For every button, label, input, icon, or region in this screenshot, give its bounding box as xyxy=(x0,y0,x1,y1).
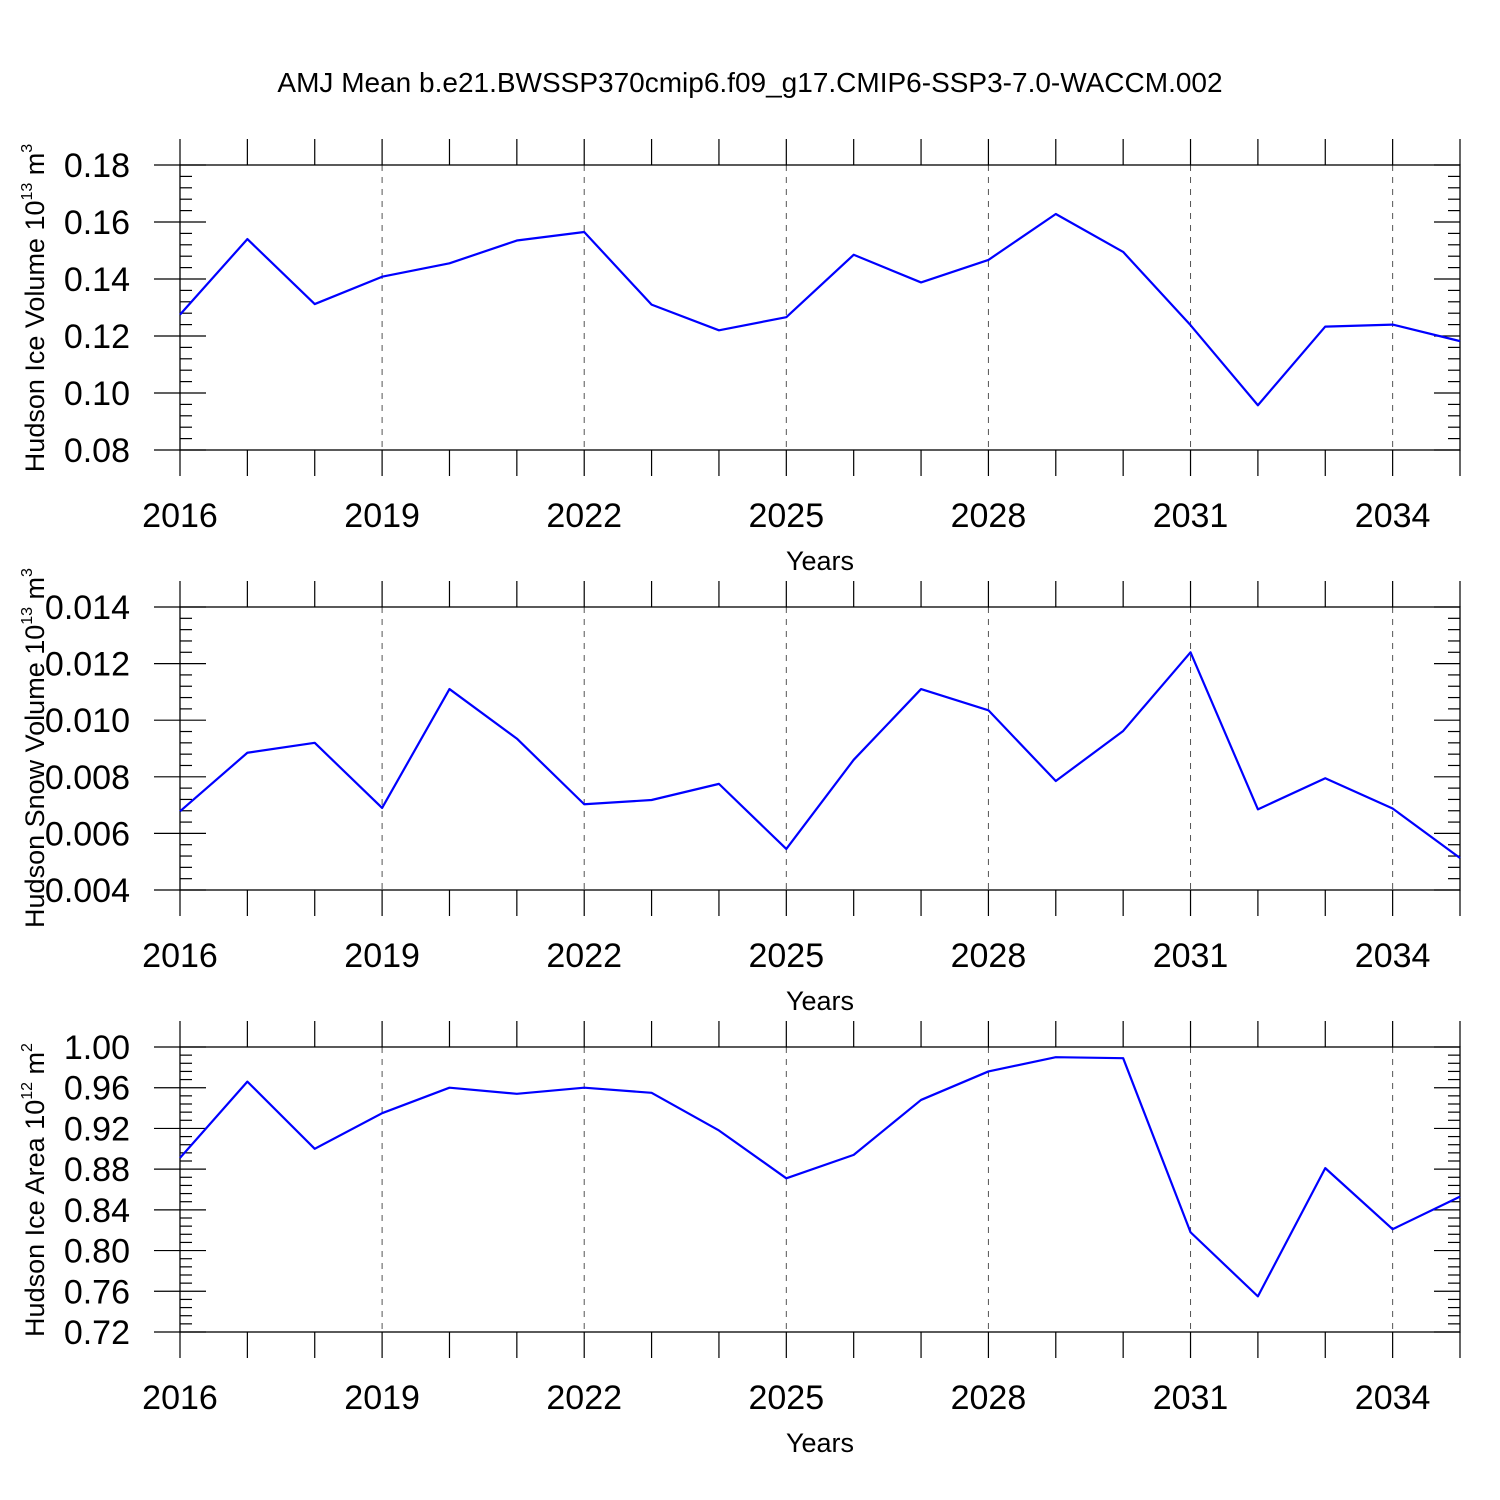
x-tick-label: 2034 xyxy=(1355,1379,1431,1417)
y-tick-label: 1.00 xyxy=(64,1029,130,1067)
x-tick-label: 2022 xyxy=(546,937,622,975)
y-tick-label: 0.012 xyxy=(45,646,130,684)
plot-frame xyxy=(179,1046,1461,1333)
x-axis-title: Years xyxy=(786,546,854,576)
x-tick-label: 2019 xyxy=(344,497,420,535)
y-tick-label: 0.004 xyxy=(45,872,130,910)
y-tick-label: 0.12 xyxy=(64,318,130,356)
y-tick-label: 0.006 xyxy=(45,815,130,853)
x-tick-label: 2025 xyxy=(748,937,824,975)
x-tick-label: 2022 xyxy=(546,497,622,535)
panel-ice-area: 2016 2019 2022 2025 2028 2031 2034 0.720.760.80… xyxy=(19,1021,1461,1458)
x-tick-label: 2016 xyxy=(142,1379,218,1417)
series-line xyxy=(179,1056,1461,1298)
x-tick-label: 2028 xyxy=(951,1379,1027,1417)
x-tick-label: 2019 xyxy=(344,937,420,975)
y-tick-label: 0.80 xyxy=(64,1233,130,1271)
x-tick-label: 2016 xyxy=(142,497,218,535)
x-tick-label: 2031 xyxy=(1153,937,1229,975)
x-tick-label: 2028 xyxy=(951,937,1027,975)
y-tick-label: 0.14 xyxy=(64,261,130,299)
x-tick-label: 2016 xyxy=(142,937,218,975)
x-tick-label: 2031 xyxy=(1153,497,1229,535)
x-tick-label: 2028 xyxy=(951,497,1027,535)
y-tick-label: 0.96 xyxy=(64,1070,130,1108)
chart-title: AMJ Mean b.e21.BWSSP370cmip6.f09_g17.CMI… xyxy=(277,67,1222,98)
x-tick-label: 2025 xyxy=(748,497,824,535)
series-line xyxy=(179,212,1461,407)
x-tick-label: 2034 xyxy=(1355,497,1431,535)
x-axis-title: Years xyxy=(786,1428,854,1458)
x-tick-label: 2019 xyxy=(344,1379,420,1417)
y-tick-label: 0.18 xyxy=(64,147,130,185)
y-tick-label: 0.84 xyxy=(64,1192,130,1230)
y-tick-label: 0.76 xyxy=(64,1273,130,1311)
y-tick-label: 0.92 xyxy=(64,1110,130,1148)
x-axis-title: Years xyxy=(786,986,854,1016)
x-tick-label: 2025 xyxy=(748,1379,824,1417)
y-tick-label: 0.10 xyxy=(64,375,130,413)
plot-frame xyxy=(179,164,1461,451)
y-tick-label: 0.008 xyxy=(45,759,130,797)
y-tick-label: 0.72 xyxy=(64,1314,130,1352)
panel-snow-volume: 2016 2019 2022 2025 2028 2031 2034 0.004 0.006 0.… xyxy=(19,568,1461,1016)
y-axis-title: Hudson Ice Area 1012 m2 xyxy=(19,1043,50,1337)
y-tick-label: 0.08 xyxy=(64,432,130,470)
y-axis-title: Hudson Ice Volume 1013 m3 xyxy=(19,144,50,472)
y-tick-label: 0.16 xyxy=(64,204,130,242)
y-tick-label: 0.88 xyxy=(64,1151,130,1189)
y-tick-label: 0.014 xyxy=(45,589,130,627)
x-tick-label: 2022 xyxy=(546,1379,622,1417)
panel-ice-volume: 2016 2019 2022 2025 2028 2031 2034 0.08 0.10 0.12… xyxy=(19,139,1461,576)
x-tick-label: 2031 xyxy=(1153,1379,1229,1417)
series-line xyxy=(179,651,1461,859)
y-axis-title: Hudson Snow Volume 1013 m3 xyxy=(19,568,50,928)
y-tick-label: 0.010 xyxy=(45,702,130,740)
plot-frame xyxy=(179,606,1461,891)
x-tick-label: 2034 xyxy=(1355,937,1431,975)
